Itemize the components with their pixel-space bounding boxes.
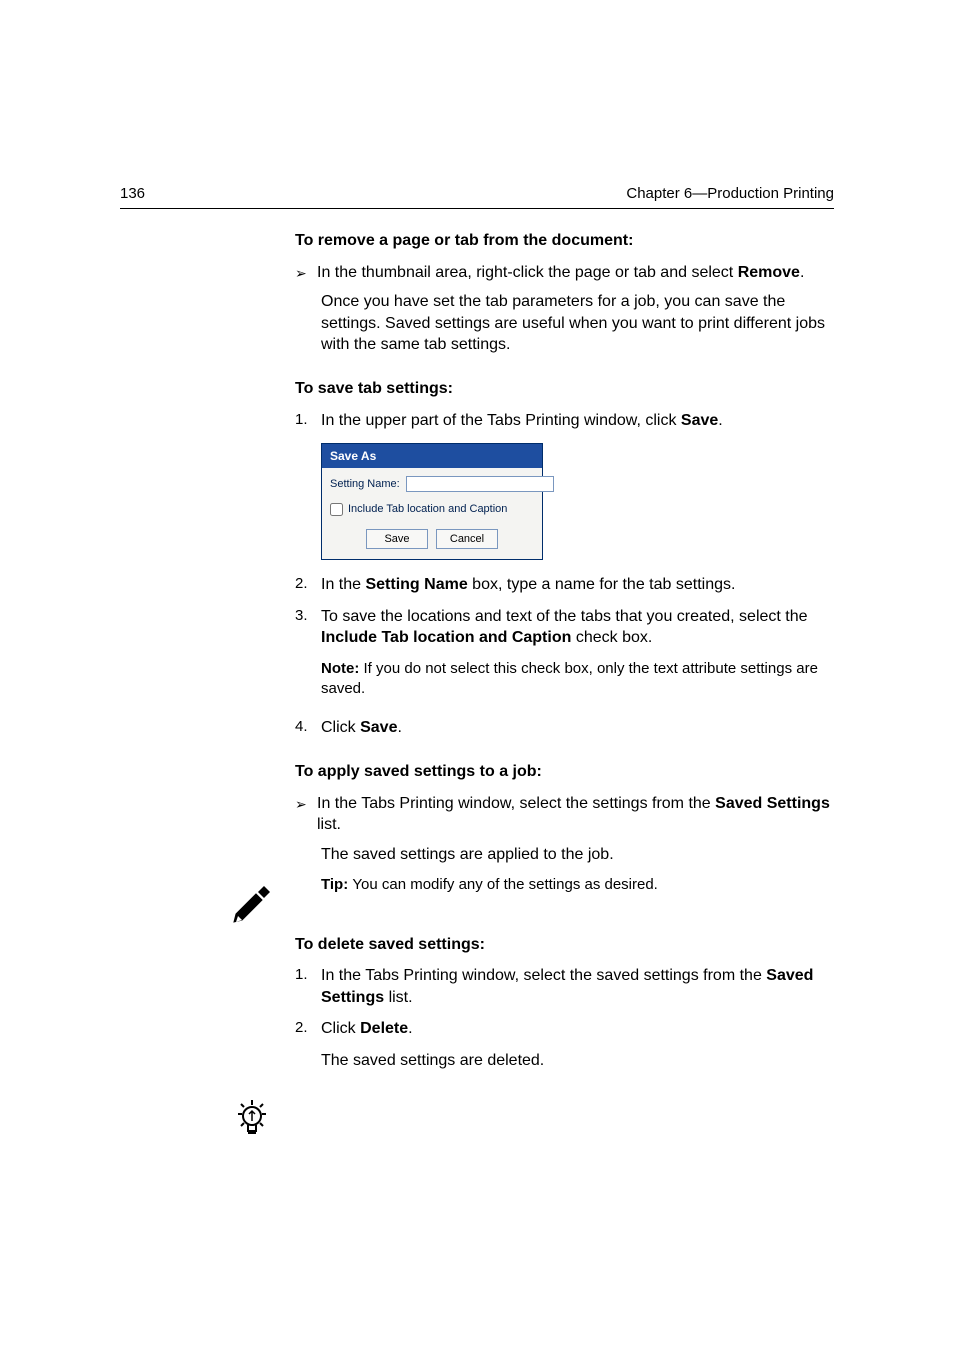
section-title-delete: To delete saved settings: xyxy=(295,934,835,956)
save-step-1: 1. In the upper part of the Tabs Printin… xyxy=(295,410,835,432)
tip-label: Tip: xyxy=(321,876,352,893)
tip-text: You can modify any of the settings as de… xyxy=(352,876,657,893)
save-step-4-text: Click Save. xyxy=(321,717,835,739)
save-note: Note: If you do not select this check bo… xyxy=(321,659,835,700)
text: In the Tabs Printing window, select the … xyxy=(321,967,766,984)
note-text: If you do not select this check box, onl… xyxy=(321,660,818,697)
delete-result: The saved settings are deleted. xyxy=(321,1050,835,1072)
list-number: 2. xyxy=(295,1018,321,1040)
note-label: Note: xyxy=(321,660,364,677)
include-tab-checkbox-label: Include Tab location and Caption xyxy=(348,502,507,517)
list-number: 1. xyxy=(295,965,321,1008)
remove-bullet: ➢ In the thumbnail area, right-click the… xyxy=(295,262,835,284)
delete-step-2: 2. Click Delete. xyxy=(295,1018,835,1040)
bold-save-4: Save xyxy=(360,719,397,736)
list-number: 4. xyxy=(295,717,321,739)
bold-include-tab: Include Tab location and Caption xyxy=(321,629,571,646)
section-title-remove: To remove a page or tab from the documen… xyxy=(295,230,835,252)
dialog-cancel-button[interactable]: Cancel xyxy=(436,529,498,549)
remove-bullet-text: In the thumbnail area, right-click the p… xyxy=(317,262,835,284)
text: In the Tabs Printing window, select the … xyxy=(317,795,715,812)
text: check box. xyxy=(571,629,652,646)
apply-tip: Tip: You can modify any of the settings … xyxy=(321,875,835,895)
save-step-2-text: In the Setting Name box, type a name for… xyxy=(321,574,835,596)
save-step-3-text: To save the locations and text of the ta… xyxy=(321,606,835,649)
setting-name-input[interactable] xyxy=(406,476,554,492)
list-number: 1. xyxy=(295,410,321,432)
list-number: 2. xyxy=(295,574,321,596)
dialog-titlebar: Save As xyxy=(322,444,542,468)
include-tab-checkbox[interactable] xyxy=(330,503,343,516)
bold-setting-name: Setting Name xyxy=(365,576,467,593)
bullet-arrow-icon: ➢ xyxy=(295,262,317,284)
setting-name-label: Setting Name: xyxy=(330,477,400,492)
text: box, type a name for the tab settings. xyxy=(468,576,736,593)
delete-step-1-text: In the Tabs Printing window, select the … xyxy=(321,965,835,1008)
remove-paragraph: Once you have set the tab parameters for… xyxy=(321,291,835,356)
chapter-title: Chapter 6—Production Printing xyxy=(626,185,834,202)
text: list. xyxy=(384,989,412,1006)
save-as-dialog: Save As Setting Name: Include Tab locati… xyxy=(321,443,543,560)
save-step-2: 2. In the Setting Name box, type a name … xyxy=(295,574,835,596)
bullet-arrow-icon: ➢ xyxy=(295,793,317,836)
bold-delete: Delete xyxy=(360,1020,408,1037)
dialog-save-button[interactable]: Save xyxy=(366,529,428,549)
text: list. xyxy=(317,816,341,833)
apply-bullet-text: In the Tabs Printing window, select the … xyxy=(317,793,835,836)
text: . xyxy=(800,264,804,281)
delete-step-2-text: Click Delete. xyxy=(321,1018,835,1040)
bold-remove: Remove xyxy=(738,264,800,281)
save-step-1-text: In the upper part of the Tabs Printing w… xyxy=(321,410,835,432)
text: In the thumbnail area, right-click the p… xyxy=(317,264,738,281)
section-title-apply: To apply saved settings to a job: xyxy=(295,761,835,783)
header-rule xyxy=(120,208,834,209)
save-step-3: 3. To save the locations and text of the… xyxy=(295,606,835,649)
text: . xyxy=(408,1020,412,1037)
text: In the xyxy=(321,576,365,593)
list-number: 3. xyxy=(295,606,321,649)
page-number: 136 xyxy=(120,185,145,202)
delete-step-1: 1. In the Tabs Printing window, select t… xyxy=(295,965,835,1008)
text: . xyxy=(397,719,401,736)
apply-bullet: ➢ In the Tabs Printing window, select th… xyxy=(295,793,835,836)
text: Click xyxy=(321,719,360,736)
text: In the upper part of the Tabs Printing w… xyxy=(321,412,681,429)
tip-bulb-icon xyxy=(230,1096,274,1140)
apply-result: The saved settings are applied to the jo… xyxy=(321,844,835,866)
section-title-save: To save tab settings: xyxy=(295,378,835,400)
save-step-4: 4. Click Save. xyxy=(295,717,835,739)
note-pen-icon xyxy=(230,880,274,924)
save-as-dialog-figure: Save As Setting Name: Include Tab locati… xyxy=(321,443,835,560)
text: . xyxy=(718,412,722,429)
text: To save the locations and text of the ta… xyxy=(321,608,808,625)
text: Click xyxy=(321,1020,360,1037)
bold-saved-settings: Saved Settings xyxy=(715,795,830,812)
bold-save: Save xyxy=(681,412,718,429)
